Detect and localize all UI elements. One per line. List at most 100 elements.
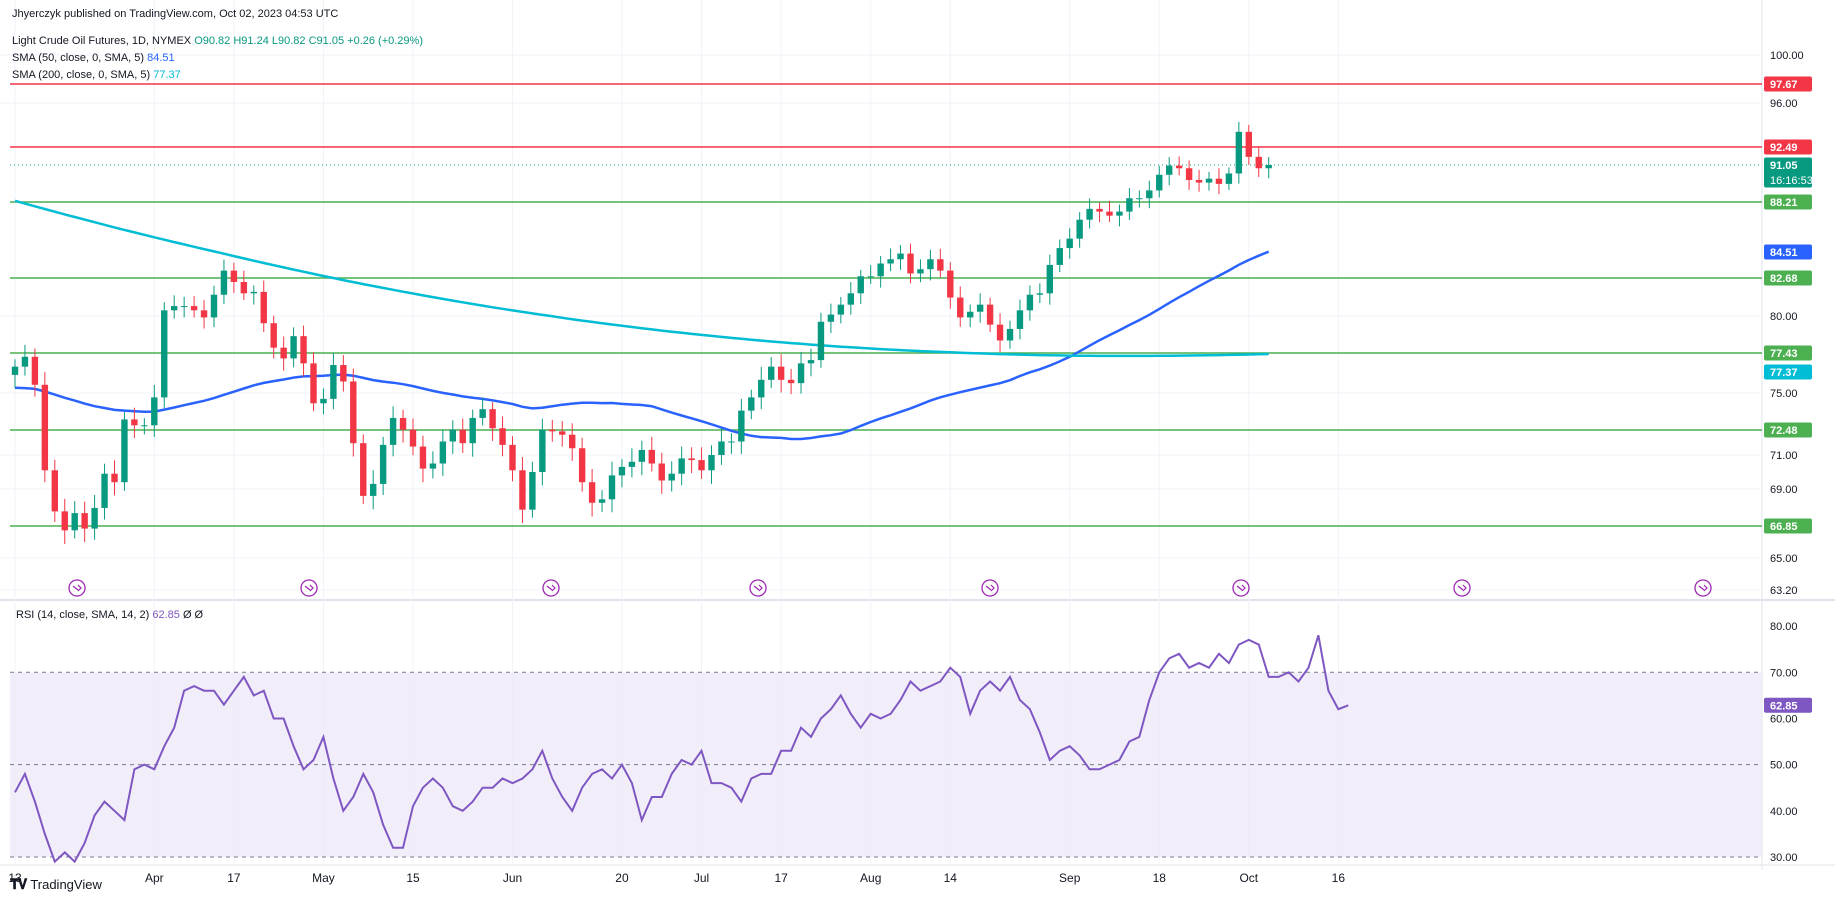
time-label: 14: [944, 871, 958, 885]
event-marker-icon: [1232, 579, 1250, 597]
candle-body: [360, 443, 367, 496]
candle-body: [837, 304, 845, 315]
candle-body: [1076, 219, 1083, 239]
candle-body: [519, 470, 526, 510]
price-tick-label: 63.20: [1770, 585, 1798, 597]
price-tick-label: 71.00: [1770, 450, 1798, 462]
sma50-tag: 84.51: [1770, 247, 1798, 259]
candle-body: [1006, 328, 1014, 341]
candle-body: [1126, 198, 1133, 212]
level-tag: 88.21: [1770, 197, 1798, 209]
candle-body: [180, 306, 188, 308]
candle-body: [996, 324, 1004, 341]
candle-body: [658, 463, 665, 481]
time-label: 18: [1153, 871, 1167, 885]
time-label: May: [312, 871, 335, 885]
candle-body: [200, 310, 208, 318]
candle-body: [300, 336, 307, 364]
candle-body: [310, 363, 317, 404]
tradingview-brand[interactable]: 𝐓𝐕 TradingView: [10, 876, 102, 893]
candle-body: [1036, 293, 1044, 295]
candle-body: [419, 446, 427, 469]
candle-body: [598, 499, 606, 503]
candle-body: [499, 428, 506, 445]
candle-body: [31, 356, 39, 385]
time-label: Sep: [1059, 871, 1081, 885]
event-arrow-icon: [1698, 584, 1708, 592]
candle-body: [290, 336, 297, 359]
ohlc-change: +0.26 (+0.29%): [347, 35, 423, 47]
event-marker-icon: [749, 579, 767, 597]
sma200-legend[interactable]: SMA (200, close, 0, SMA, 5) 77.37: [12, 69, 181, 81]
candle-body: [389, 417, 397, 445]
time-label: Jul: [694, 871, 709, 885]
price-tick-label: 69.00: [1770, 484, 1798, 496]
candle-body: [1016, 310, 1024, 329]
candle-body: [877, 263, 884, 277]
candle-body: [549, 429, 556, 432]
candle-body: [807, 360, 815, 364]
level-tag-bg: [1764, 76, 1812, 92]
candle-body: [628, 461, 636, 467]
candle-body: [857, 276, 864, 294]
sma50-value: 84.51: [147, 52, 175, 64]
event-arrow-icon: [985, 584, 995, 592]
candle-body: [280, 347, 287, 359]
candle-body: [270, 323, 277, 348]
brand-name: TradingView: [30, 877, 102, 892]
candle-body: [429, 463, 437, 469]
candle-body: [111, 473, 118, 483]
symbol-legend: Light Crude Oil Futures, 1D, NYMEX O90.8…: [12, 35, 423, 47]
candle-body: [748, 397, 755, 411]
rsi-tag: 62.85: [1770, 700, 1798, 712]
candle-body: [588, 482, 596, 503]
event-marker-icon: [68, 579, 86, 597]
candle-body: [897, 253, 904, 260]
candle-body: [1235, 131, 1243, 174]
candle-body: [917, 269, 924, 274]
candle-body: [171, 306, 178, 311]
price-tick-label: 96.00: [1770, 98, 1798, 110]
candle-body: [439, 441, 447, 464]
level-tag-bg: [1764, 194, 1812, 210]
level-tag-bg: [1764, 270, 1812, 286]
candle-body: [51, 470, 58, 512]
candle-body: [1026, 294, 1034, 311]
candle-body: [688, 458, 695, 461]
candle-body: [638, 449, 646, 462]
candle-body: [399, 417, 407, 430]
time-label: 16: [1332, 871, 1346, 885]
candle-body: [1255, 156, 1262, 169]
event-arrow-icon: [304, 584, 314, 592]
candle-body: [559, 431, 566, 435]
event-marker-icon: [1694, 579, 1712, 597]
candle-body: [459, 429, 466, 444]
ohlc-low: L90.82: [271, 35, 306, 47]
sma200-label: SMA (200, close, 0, SMA, 5): [12, 69, 151, 81]
price-tick-label: 75.00: [1770, 388, 1798, 400]
time-label: Oct: [1239, 871, 1258, 885]
level-tag-bg: [1764, 345, 1812, 361]
candle-body: [797, 363, 805, 384]
candle-body: [11, 366, 19, 375]
ohlc-close: C91.05: [308, 35, 345, 47]
last-price-tag-countdown: 16:16:53: [1770, 175, 1813, 187]
event-arrow-icon: [1457, 584, 1467, 592]
ohlc-high: H91.24: [233, 35, 269, 47]
time-label: 15: [406, 871, 420, 885]
candle-body: [847, 293, 854, 305]
rsi-legend[interactable]: RSI (14, close, SMA, 14, 2) 62.85 Ø Ø: [16, 609, 203, 621]
event-marker-icon: [981, 579, 999, 597]
candle-body: [927, 259, 934, 270]
candle-body: [967, 311, 974, 318]
symbol-name[interactable]: Light Crude Oil Futures, 1D, NYMEX: [12, 35, 192, 47]
tradingview-logo-icon: 𝐓𝐕: [10, 876, 27, 892]
candle-body: [608, 475, 616, 500]
rsi-line: [14, 635, 1349, 864]
sma50-legend[interactable]: SMA (50, close, 0, SMA, 5) 84.51: [12, 52, 175, 64]
candle-body: [1175, 165, 1183, 169]
candle-body: [827, 314, 835, 322]
event-arrow-icon: [753, 584, 763, 592]
candle-body: [1116, 211, 1123, 216]
